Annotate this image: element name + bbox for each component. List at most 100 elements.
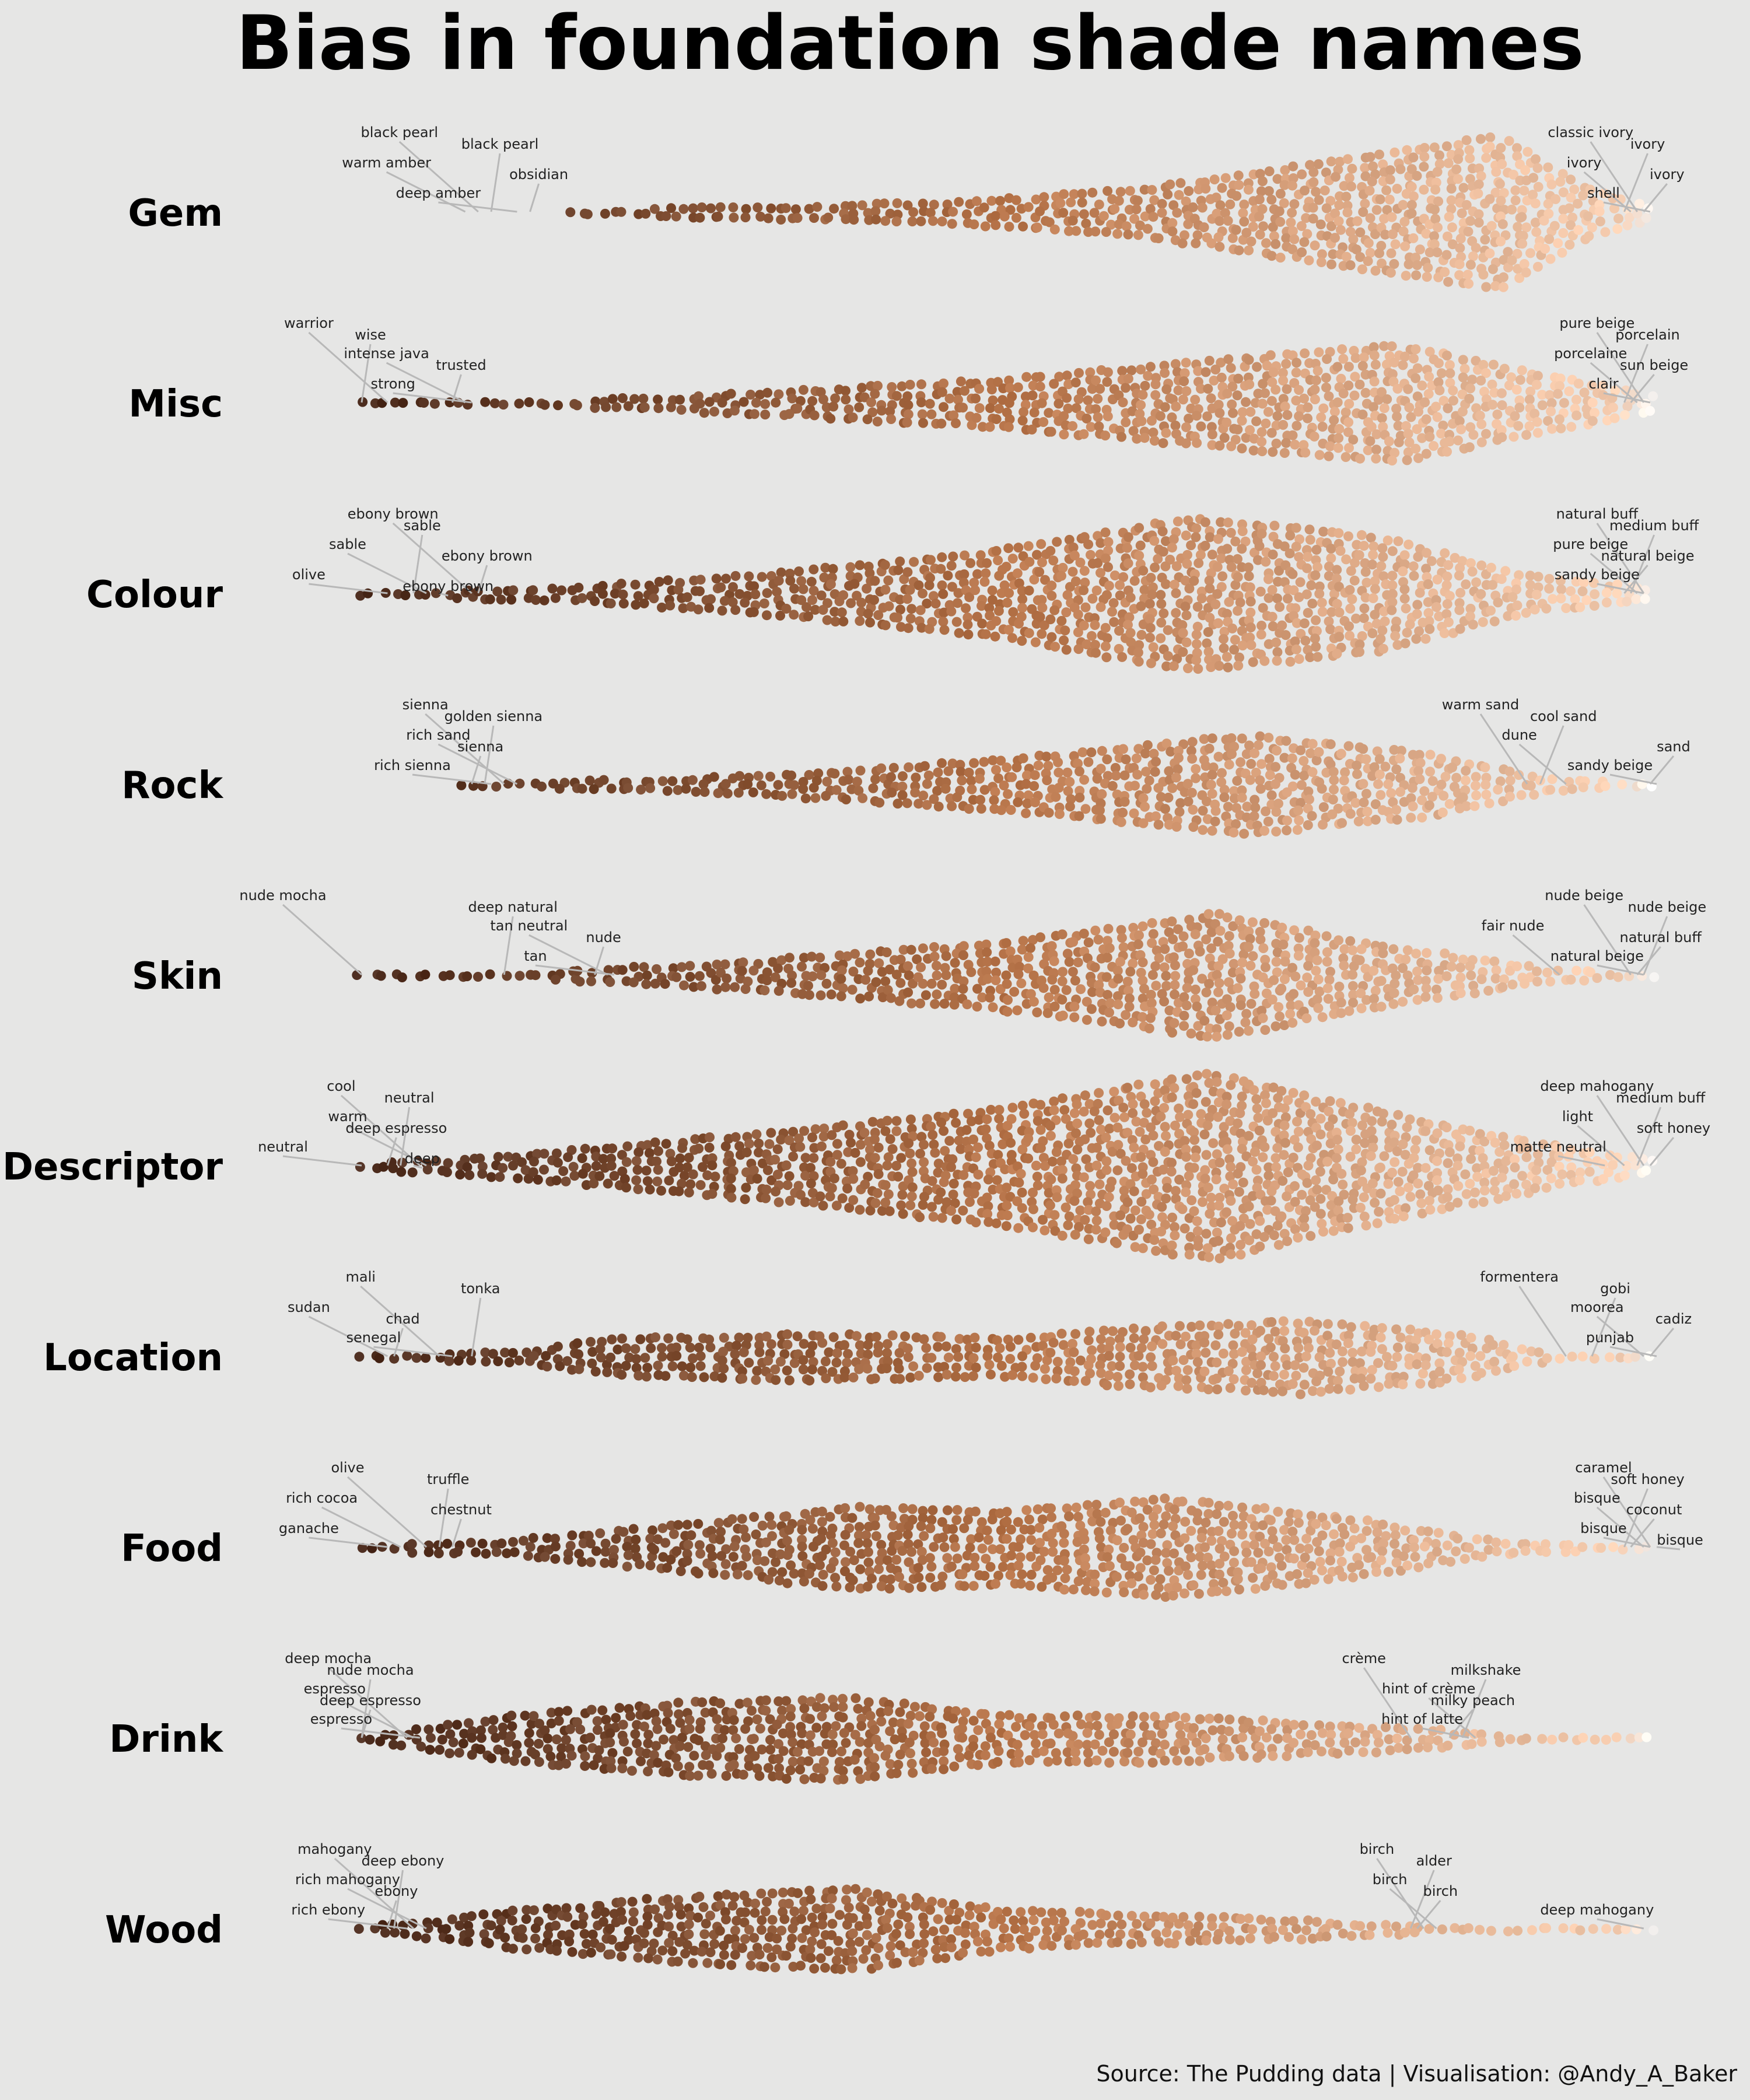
data-point [1340, 407, 1351, 418]
data-point [1315, 1167, 1325, 1177]
data-point [1272, 656, 1282, 666]
data-point [496, 594, 506, 605]
data-point [1485, 248, 1495, 258]
data-point [1515, 374, 1525, 385]
data-point [594, 1171, 605, 1181]
data-point [1097, 746, 1107, 756]
data-point [1083, 539, 1094, 550]
data-point [577, 593, 587, 603]
data-point [1276, 984, 1287, 994]
data-point [1374, 1206, 1384, 1217]
data-point [1210, 365, 1221, 374]
data-point [1167, 1250, 1178, 1260]
data-point [674, 1186, 684, 1196]
data-point [1483, 985, 1494, 996]
data-point [1489, 1185, 1500, 1196]
data-point [1153, 233, 1164, 243]
annotation-leader [1603, 201, 1651, 213]
data-point [1557, 1169, 1567, 1180]
data-point [777, 790, 788, 801]
data-point [1357, 182, 1367, 192]
data-point [1045, 614, 1056, 625]
data-point [1033, 760, 1044, 771]
data-point [807, 971, 818, 982]
data-point [1641, 1166, 1651, 1176]
data-point [1447, 222, 1457, 233]
data-point [1455, 243, 1465, 253]
data-point [1150, 961, 1161, 971]
data-point [773, 780, 783, 790]
data-point [1151, 981, 1161, 991]
data-point [1442, 446, 1452, 457]
data-point [1061, 607, 1072, 618]
data-point [1622, 596, 1632, 607]
data-point [1647, 1156, 1658, 1166]
data-point [1256, 528, 1267, 539]
data-point [443, 1158, 453, 1168]
annotation-label: cool [327, 1078, 355, 1094]
data-point [621, 1157, 632, 1167]
data-point [795, 396, 806, 406]
data-point [590, 596, 600, 606]
data-point [1351, 1135, 1362, 1145]
data-point [1455, 988, 1466, 998]
data-point [1073, 957, 1083, 968]
data-point [870, 206, 881, 216]
data-point [855, 1157, 866, 1167]
data-point [1158, 438, 1168, 449]
data-point [1454, 605, 1465, 615]
data-point [1156, 1226, 1167, 1237]
data-point [1233, 554, 1242, 564]
data-point [1493, 785, 1503, 795]
data-point [711, 573, 722, 584]
data-point [1594, 206, 1605, 216]
data-point [1290, 769, 1300, 780]
data-point [1195, 550, 1206, 560]
data-point [1272, 746, 1282, 756]
data-point [1220, 173, 1231, 183]
data-point [1491, 965, 1502, 975]
data-point [841, 794, 851, 804]
data-point [1369, 350, 1380, 360]
data-point [1101, 652, 1112, 663]
data-point [1093, 935, 1104, 945]
data-point [1204, 355, 1214, 366]
data-point [464, 1170, 475, 1180]
data-point [539, 595, 550, 606]
data-point [1222, 417, 1232, 428]
data-point [726, 1157, 736, 1168]
data-point [1289, 585, 1299, 596]
data-point [1343, 362, 1354, 372]
data-point [598, 775, 609, 785]
data-point [729, 405, 740, 416]
data-point [1553, 388, 1563, 399]
data-point [904, 762, 914, 772]
data-point [907, 216, 918, 227]
data-point [1004, 588, 1014, 598]
data-point [1070, 1180, 1080, 1191]
data-point [1115, 580, 1125, 590]
data-point [1255, 775, 1265, 786]
data-point [730, 982, 740, 992]
data-point [1255, 731, 1265, 741]
data-point [1409, 570, 1419, 581]
data-point [893, 565, 904, 575]
data-point [1388, 944, 1399, 954]
data-point [810, 793, 821, 803]
data-point [1648, 391, 1658, 401]
data-point [1497, 219, 1508, 229]
data-point [1071, 226, 1082, 236]
data-point [1184, 1171, 1194, 1181]
data-point [842, 1184, 853, 1194]
data-point [894, 996, 905, 1006]
data-point [830, 393, 841, 404]
data-point [1228, 827, 1239, 838]
data-point [1338, 354, 1349, 364]
data-point [886, 414, 897, 424]
data-point [1213, 400, 1224, 410]
data-point [1392, 184, 1402, 194]
data-point [1205, 532, 1215, 542]
data-point [789, 610, 799, 620]
data-point [1182, 779, 1193, 789]
data-point [1233, 606, 1243, 616]
